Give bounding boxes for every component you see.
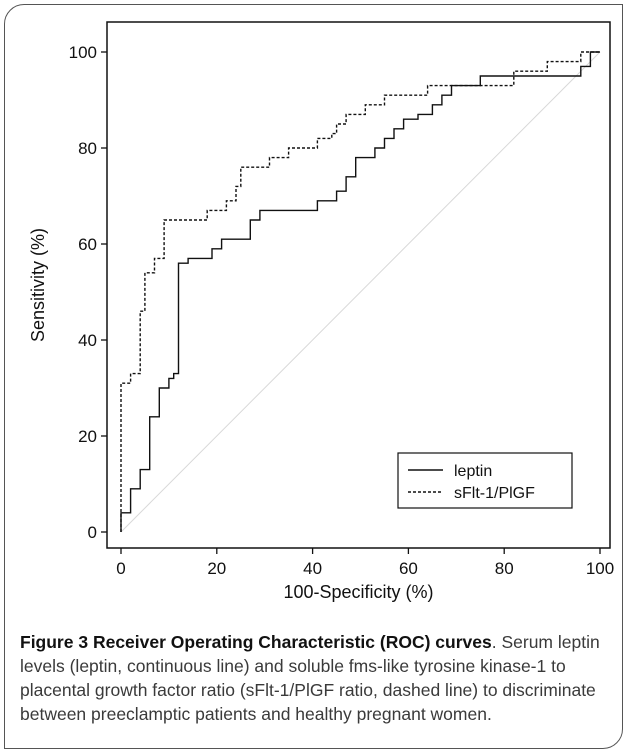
y-axis-ticks: 0 20 40 60 80 100 <box>69 43 107 542</box>
y-tick-label: 60 <box>78 235 97 254</box>
roc-chart: 0 20 40 60 80 100 0 20 40 60 80 100 100-Specificit… <box>0 0 629 630</box>
x-tick-label: 40 <box>303 559 322 578</box>
y-tick-label: 100 <box>69 43 97 62</box>
y-tick-label: 80 <box>78 139 97 158</box>
y-tick-label: 40 <box>78 331 97 350</box>
x-axis-label: 100-Specificity (%) <box>283 582 433 602</box>
legend-label-sflt-plgf: sFlt-1/PlGF <box>454 485 535 502</box>
caption-title: Receiver Operating Characteristic (ROC) … <box>93 632 492 652</box>
y-tick-label: 0 <box>88 523 97 542</box>
x-axis-ticks: 0 20 40 60 80 100 <box>116 548 614 578</box>
x-tick-label: 60 <box>399 559 418 578</box>
legend: leptin sFlt-1/PlGF <box>398 453 572 508</box>
legend-label-leptin: leptin <box>454 463 492 480</box>
x-tick-label: 20 <box>207 559 226 578</box>
caption-figure-number: Figure 3 <box>20 632 88 652</box>
x-tick-label: 80 <box>495 559 514 578</box>
x-tick-label: 100 <box>586 559 614 578</box>
x-tick-label: 0 <box>116 559 125 578</box>
figure-caption: Figure 3 Receiver Operating Characterist… <box>20 630 610 726</box>
y-axis-label: Sensitivity (%) <box>28 228 48 342</box>
y-tick-label: 20 <box>78 427 97 446</box>
